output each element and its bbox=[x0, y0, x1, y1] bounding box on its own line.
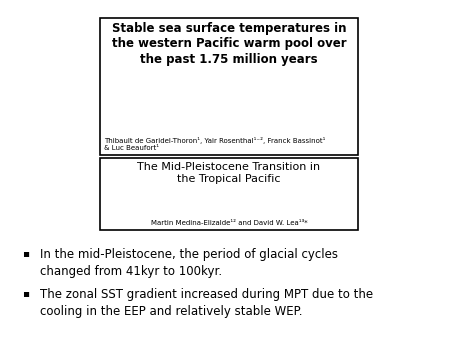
Text: ▪: ▪ bbox=[22, 248, 29, 258]
Bar bbox=[100, 18, 358, 155]
Text: The zonal SST gradient increased during MPT due to the
cooling in the EEP and re: The zonal SST gradient increased during … bbox=[40, 288, 373, 317]
Text: Thibault de Garidel-Thoron¹, Yair Rosenthal¹⁻², Franck Bassinot¹
& Luc Beaufort¹: Thibault de Garidel-Thoron¹, Yair Rosent… bbox=[104, 137, 325, 151]
Bar bbox=[100, 158, 358, 230]
Text: Stable sea surface temperatures in
the western Pacific warm pool over
the past 1: Stable sea surface temperatures in the w… bbox=[112, 22, 346, 66]
Text: ▪: ▪ bbox=[22, 288, 29, 298]
Text: In the mid-Pleistocene, the period of glacial cycles
changed from 41kyr to 100ky: In the mid-Pleistocene, the period of gl… bbox=[40, 248, 338, 277]
Text: The Mid-Pleistocene Transition in
the Tropical Pacific: The Mid-Pleistocene Transition in the Tr… bbox=[137, 162, 320, 184]
Text: Martin Medina-Elizalde¹² and David W. Lea¹³*: Martin Medina-Elizalde¹² and David W. Le… bbox=[151, 220, 307, 226]
